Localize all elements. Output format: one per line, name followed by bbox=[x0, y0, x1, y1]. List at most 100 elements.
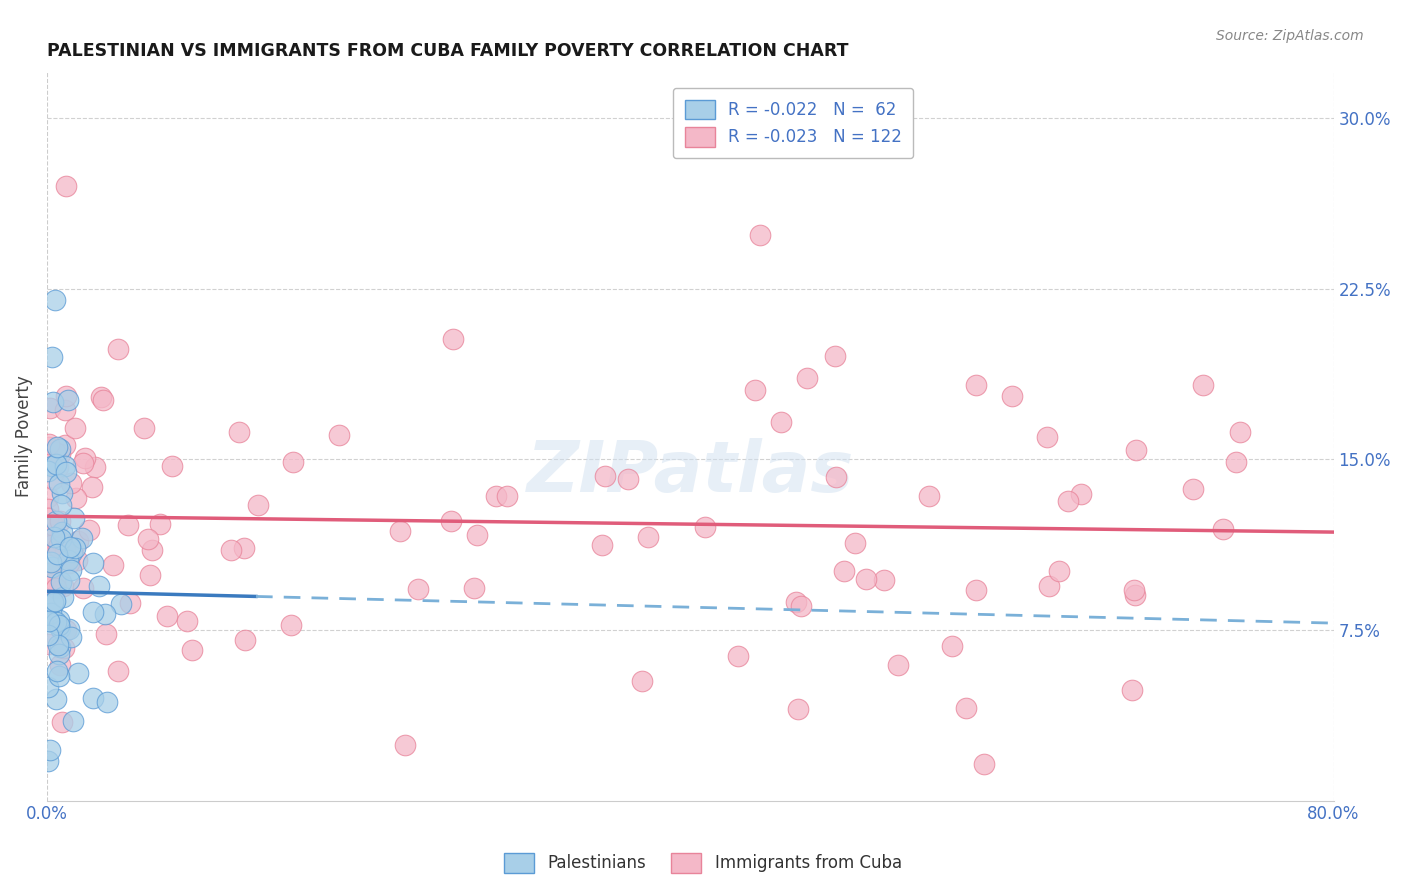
Point bbox=[45, 514, 67, 528]
Point bbox=[72, 581, 94, 595]
Point bbox=[37, 510, 59, 524]
Point bbox=[83, 459, 105, 474]
Point bbox=[219, 543, 242, 558]
Point bbox=[41, 560, 63, 574]
Point bbox=[90, 390, 112, 404]
Point bbox=[965, 378, 987, 392]
Point bbox=[787, 701, 810, 715]
Point bbox=[51, 485, 73, 500]
Point bbox=[160, 458, 183, 473]
Point bbox=[38, 437, 60, 451]
Point bbox=[77, 523, 100, 537]
Point bbox=[280, 618, 302, 632]
Point bbox=[955, 701, 977, 715]
Text: ZIPatlas: ZIPatlas bbox=[526, 439, 853, 508]
Point bbox=[45, 581, 67, 595]
Point bbox=[58, 553, 80, 567]
Point bbox=[53, 458, 76, 473]
Point bbox=[42, 595, 65, 609]
Point bbox=[495, 489, 517, 503]
Point bbox=[48, 647, 70, 661]
Point bbox=[55, 466, 77, 480]
Point bbox=[72, 456, 94, 470]
Point bbox=[37, 502, 59, 516]
Point bbox=[42, 518, 65, 533]
Y-axis label: Family Poverty: Family Poverty bbox=[15, 376, 32, 498]
Point bbox=[824, 349, 846, 363]
Point bbox=[1057, 494, 1080, 508]
Point bbox=[46, 638, 69, 652]
Point bbox=[1036, 430, 1059, 444]
Point bbox=[52, 579, 75, 593]
Point bbox=[48, 618, 70, 632]
Point bbox=[46, 664, 69, 678]
Point bbox=[441, 332, 464, 346]
Point bbox=[70, 531, 93, 545]
Point bbox=[37, 680, 59, 694]
Point bbox=[463, 581, 485, 595]
Point bbox=[65, 491, 87, 506]
Point bbox=[46, 440, 69, 454]
Point bbox=[328, 428, 350, 442]
Text: PALESTINIAN VS IMMIGRANTS FROM CUBA FAMILY POVERTY CORRELATION CHART: PALESTINIAN VS IMMIGRANTS FROM CUBA FAMI… bbox=[46, 42, 848, 60]
Point bbox=[1122, 582, 1144, 597]
Point bbox=[48, 476, 70, 491]
Point bbox=[637, 530, 659, 544]
Point bbox=[1047, 564, 1070, 578]
Point bbox=[918, 489, 941, 503]
Point bbox=[796, 371, 818, 385]
Point bbox=[46, 459, 69, 474]
Point bbox=[41, 472, 63, 486]
Point bbox=[59, 540, 82, 554]
Point bbox=[139, 568, 162, 582]
Point bbox=[44, 445, 66, 459]
Point bbox=[49, 533, 72, 548]
Point bbox=[136, 532, 159, 546]
Point bbox=[465, 528, 488, 542]
Point bbox=[281, 455, 304, 469]
Point bbox=[37, 637, 59, 651]
Point bbox=[49, 658, 72, 673]
Point bbox=[45, 692, 67, 706]
Point bbox=[440, 514, 463, 528]
Point bbox=[87, 579, 110, 593]
Point bbox=[1070, 487, 1092, 501]
Point bbox=[55, 544, 77, 558]
Legend: R = -0.022   N =  62, R = -0.023   N = 122: R = -0.022 N = 62, R = -0.023 N = 122 bbox=[673, 88, 914, 158]
Point bbox=[82, 557, 104, 571]
Point bbox=[825, 470, 848, 484]
Point bbox=[63, 420, 86, 434]
Point bbox=[1212, 522, 1234, 536]
Point bbox=[41, 574, 63, 588]
Point bbox=[408, 582, 430, 597]
Point bbox=[132, 421, 155, 435]
Point bbox=[66, 534, 89, 549]
Point bbox=[60, 544, 83, 558]
Point bbox=[60, 475, 83, 490]
Point bbox=[176, 614, 198, 628]
Point bbox=[110, 597, 132, 611]
Point bbox=[38, 566, 60, 580]
Point bbox=[1038, 579, 1060, 593]
Point bbox=[1181, 482, 1204, 496]
Point bbox=[180, 643, 202, 657]
Point bbox=[1121, 683, 1143, 698]
Point bbox=[770, 416, 793, 430]
Point bbox=[51, 498, 73, 512]
Point bbox=[96, 696, 118, 710]
Point bbox=[82, 690, 104, 705]
Point bbox=[59, 563, 82, 577]
Point bbox=[246, 498, 269, 512]
Point bbox=[41, 350, 63, 364]
Point bbox=[49, 640, 72, 654]
Point bbox=[141, 543, 163, 558]
Point bbox=[117, 518, 139, 533]
Point bbox=[42, 395, 65, 409]
Point bbox=[55, 179, 77, 194]
Point bbox=[631, 673, 654, 688]
Legend: Palestinians, Immigrants from Cuba: Palestinians, Immigrants from Cuba bbox=[498, 847, 908, 880]
Point bbox=[45, 615, 67, 629]
Point bbox=[66, 553, 89, 567]
Point bbox=[58, 622, 80, 636]
Point bbox=[45, 457, 67, 471]
